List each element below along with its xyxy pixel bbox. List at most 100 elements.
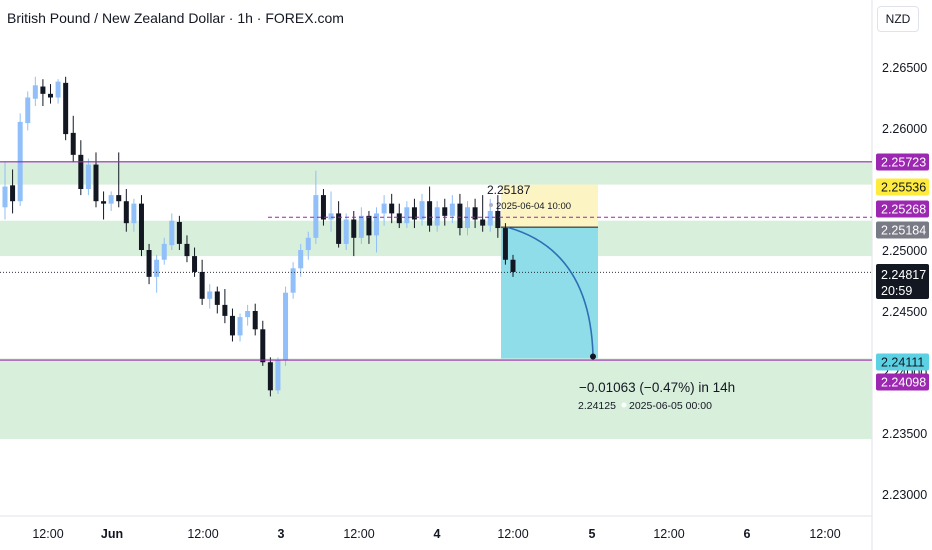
chart-overlays: 2.25187 2025-06-04 10:00 −0.01063 (−0.47%)… — [0, 161, 872, 412]
entry-time-dot — [489, 203, 493, 207]
candle-body — [510, 259, 516, 272]
candle-body — [222, 304, 228, 316]
time-tick: Jun — [101, 527, 123, 541]
candle — [275, 357, 281, 394]
candle-body — [161, 243, 167, 260]
candle — [32, 76, 38, 107]
candle — [108, 191, 114, 211]
target-price-label: 2.24125 — [578, 400, 616, 412]
current-price-badge: 2.24817 20:59 — [876, 264, 929, 299]
time-axis[interactable]: 12:00 Jun 12:00 3 12:00 4 12:00 5 12:00 6 12:00 — [32, 527, 840, 541]
candle — [313, 170, 319, 244]
projection-curve — [506, 226, 594, 356]
candle-body — [267, 362, 273, 391]
candle-body — [427, 201, 433, 226]
candle-body — [207, 291, 213, 299]
candle-body — [146, 250, 152, 277]
candle-body — [389, 203, 395, 214]
candle — [161, 237, 167, 265]
currency-selector[interactable]: NZD — [877, 6, 919, 32]
candle — [40, 79, 46, 107]
zone-1 — [0, 220, 872, 257]
bar-countdown-label: 20:59 — [881, 284, 912, 298]
entry-time-label: 2025-06-04 10:00 — [496, 201, 571, 212]
candle — [138, 195, 144, 257]
current-price-bg — [876, 264, 929, 299]
candle — [343, 213, 349, 250]
target-time-label: 2025-06-05 00:00 — [629, 400, 712, 412]
candle — [70, 115, 76, 163]
candle-body — [47, 93, 53, 98]
candle — [25, 91, 31, 131]
candle — [472, 198, 478, 229]
time-tick: 12:00 — [497, 527, 528, 541]
candle-body — [457, 203, 463, 229]
candle — [336, 201, 342, 248]
candle — [169, 213, 175, 250]
candle — [229, 308, 235, 342]
candle-body — [502, 228, 508, 260]
candle-body — [374, 213, 380, 236]
candle-body — [419, 201, 425, 220]
time-tick: 12:00 — [187, 527, 218, 541]
candle-body — [10, 185, 16, 202]
time-tick: 12:00 — [32, 527, 63, 541]
price-tick: 2.26000 — [882, 122, 927, 136]
candle — [267, 357, 273, 397]
candle — [78, 140, 84, 196]
price-axis[interactable]: 2.265002.260002.255002.250002.245002.240… — [876, 61, 929, 502]
price-badge-bg — [876, 353, 929, 371]
candle-body — [252, 311, 258, 330]
candle-body — [108, 195, 114, 204]
price-tick: 2.26500 — [882, 61, 927, 75]
symbol-title[interactable]: British Pound / New Zealand Dollar · 1h … — [7, 10, 344, 26]
candle — [427, 186, 433, 232]
price-badge-bg — [876, 153, 929, 171]
candle — [222, 289, 228, 324]
candle-body — [487, 210, 493, 226]
candle-body — [351, 219, 357, 238]
candle — [495, 195, 501, 238]
candle — [17, 113, 23, 207]
candle — [449, 195, 455, 224]
price-badge-label: 2.25184 — [881, 224, 926, 238]
candle — [442, 198, 448, 226]
candle — [366, 210, 372, 244]
candle-body — [290, 268, 296, 293]
time-tick: 3 — [278, 527, 285, 541]
candle-body — [442, 207, 448, 216]
candle — [389, 193, 395, 224]
candle-body — [25, 97, 31, 124]
price-badge-bg — [876, 373, 929, 391]
candle-body — [275, 359, 281, 391]
candle — [146, 243, 152, 285]
candle-body — [78, 154, 84, 189]
price-tick: 2.23500 — [882, 427, 927, 441]
candle — [252, 303, 258, 336]
candle — [419, 193, 425, 226]
candle — [123, 189, 129, 232]
candle-body — [328, 213, 334, 220]
candle — [283, 286, 289, 366]
candle-body — [366, 215, 372, 236]
candle — [411, 198, 417, 229]
candle — [93, 152, 99, 208]
price-tick: 2.23000 — [882, 488, 927, 502]
candle — [184, 235, 190, 263]
candle — [131, 198, 137, 232]
candle-body — [93, 164, 99, 202]
candle — [47, 84, 53, 104]
candle-body — [283, 292, 289, 360]
candle — [298, 243, 304, 277]
candle-body — [55, 81, 61, 98]
time-tick: 12:00 — [653, 527, 684, 541]
grid — [0, 0, 873, 550]
candle — [404, 201, 410, 229]
candle — [381, 195, 387, 226]
time-tick: 12:00 — [343, 527, 374, 541]
price-badge: 2.24098 — [876, 373, 929, 391]
candle — [480, 195, 486, 232]
candle-body — [245, 311, 251, 318]
candle — [55, 79, 61, 104]
